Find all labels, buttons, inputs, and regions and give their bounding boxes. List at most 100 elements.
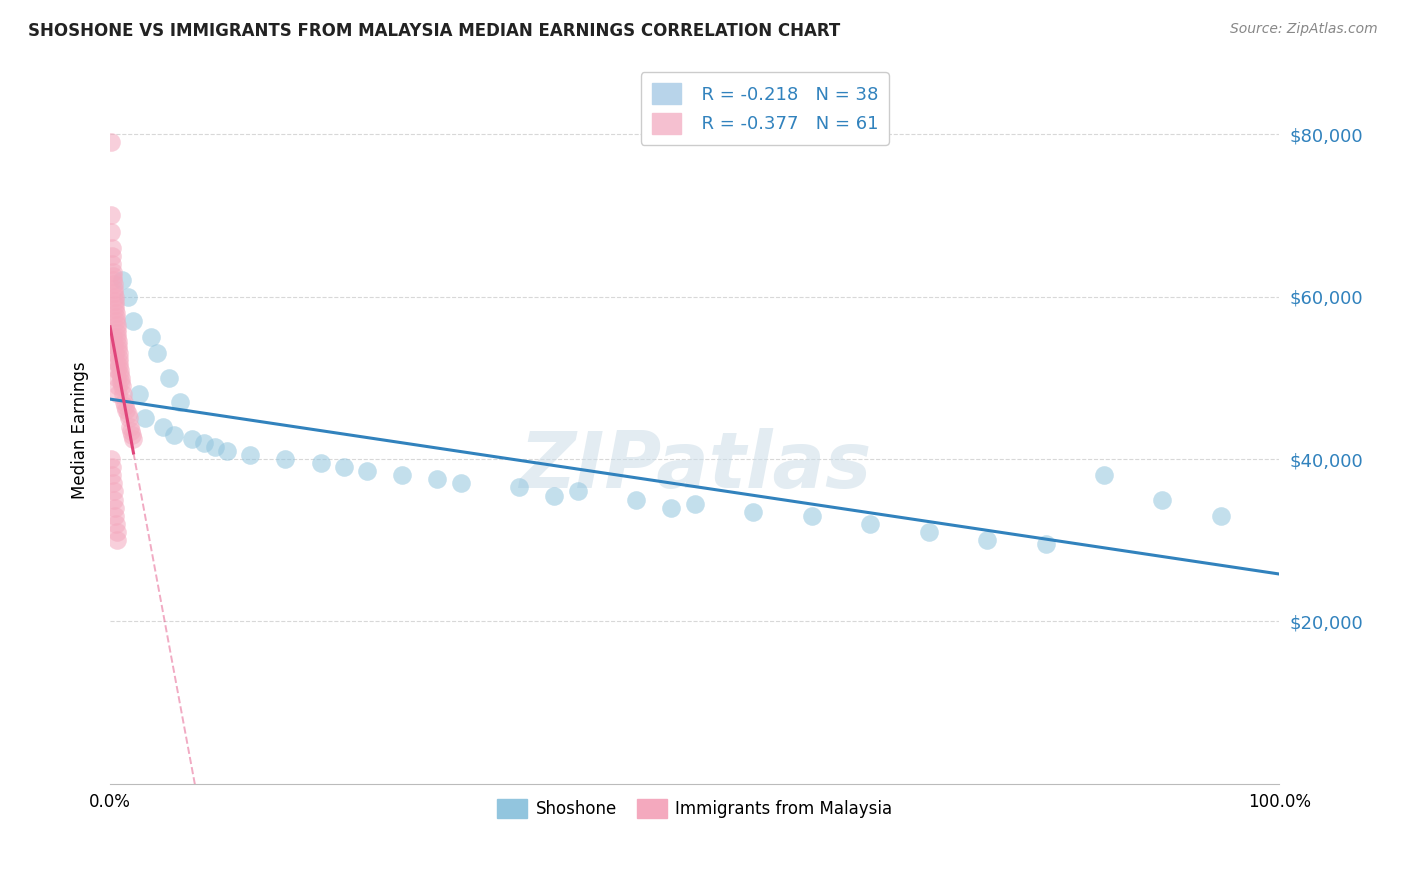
Point bbox=[100, 136, 122, 150]
Point bbox=[157, 371, 180, 385]
Point bbox=[104, 500, 127, 515]
Point bbox=[101, 241, 124, 255]
Text: Source: ZipAtlas.com: Source: ZipAtlas.com bbox=[1230, 22, 1378, 37]
Point bbox=[107, 343, 129, 357]
Point bbox=[101, 460, 124, 475]
Point bbox=[1092, 468, 1115, 483]
Point bbox=[193, 435, 215, 450]
Point bbox=[101, 468, 124, 483]
Point bbox=[104, 298, 127, 312]
Point bbox=[122, 314, 145, 328]
Point bbox=[105, 326, 128, 341]
Point bbox=[107, 387, 129, 401]
Point bbox=[101, 476, 124, 491]
Point bbox=[107, 379, 129, 393]
Point bbox=[105, 318, 128, 332]
Point bbox=[659, 500, 682, 515]
Point bbox=[104, 508, 127, 523]
Point bbox=[204, 440, 226, 454]
Point bbox=[508, 480, 530, 494]
Point bbox=[859, 516, 882, 531]
Point bbox=[104, 306, 127, 320]
Point bbox=[117, 408, 139, 422]
Point bbox=[111, 379, 134, 393]
Point bbox=[108, 359, 131, 373]
Point bbox=[104, 516, 127, 531]
Point bbox=[105, 533, 128, 548]
Point bbox=[333, 460, 356, 475]
Point bbox=[101, 269, 124, 284]
Point bbox=[800, 508, 823, 523]
Legend: Shoshone, Immigrants from Malaysia: Shoshone, Immigrants from Malaysia bbox=[491, 792, 898, 825]
Point bbox=[107, 334, 129, 349]
Point bbox=[1152, 492, 1174, 507]
Point bbox=[181, 432, 204, 446]
Point bbox=[450, 476, 472, 491]
Point bbox=[103, 281, 125, 295]
Point bbox=[567, 484, 589, 499]
Point bbox=[108, 351, 131, 365]
Point bbox=[117, 290, 139, 304]
Point bbox=[114, 399, 136, 413]
Point bbox=[107, 330, 129, 344]
Point bbox=[104, 354, 127, 368]
Point bbox=[101, 249, 124, 263]
Point bbox=[134, 411, 156, 425]
Point bbox=[356, 464, 378, 478]
Text: SHOSHONE VS IMMIGRANTS FROM MALAYSIA MEDIAN EARNINGS CORRELATION CHART: SHOSHONE VS IMMIGRANTS FROM MALAYSIA MED… bbox=[28, 22, 841, 40]
Point bbox=[976, 533, 998, 548]
Point bbox=[215, 443, 238, 458]
Point bbox=[115, 403, 138, 417]
Point bbox=[121, 427, 143, 442]
Point bbox=[169, 395, 191, 409]
Point bbox=[139, 330, 162, 344]
Point bbox=[104, 301, 127, 316]
Point bbox=[128, 387, 150, 401]
Text: ZIPatlas: ZIPatlas bbox=[519, 428, 870, 504]
Point bbox=[626, 492, 648, 507]
Point bbox=[107, 338, 129, 352]
Point bbox=[1209, 508, 1232, 523]
Point bbox=[108, 354, 131, 368]
Point bbox=[105, 371, 128, 385]
Point bbox=[101, 265, 124, 279]
Point bbox=[742, 505, 765, 519]
Point bbox=[112, 395, 135, 409]
Point bbox=[103, 492, 125, 507]
Point bbox=[239, 448, 262, 462]
Point bbox=[101, 330, 124, 344]
Point bbox=[120, 424, 142, 438]
Point bbox=[108, 367, 131, 381]
Point bbox=[100, 225, 122, 239]
Point bbox=[103, 277, 125, 292]
Point bbox=[683, 497, 706, 511]
Point bbox=[1035, 537, 1057, 551]
Point bbox=[105, 362, 128, 376]
Point bbox=[543, 489, 565, 503]
Point bbox=[111, 387, 134, 401]
Point bbox=[103, 484, 125, 499]
Point bbox=[163, 427, 186, 442]
Y-axis label: Median Earnings: Median Earnings bbox=[72, 362, 89, 500]
Point bbox=[309, 456, 332, 470]
Point bbox=[103, 273, 125, 287]
Point bbox=[103, 290, 125, 304]
Point bbox=[426, 472, 449, 486]
Point bbox=[274, 452, 297, 467]
Point bbox=[100, 209, 122, 223]
Point bbox=[105, 524, 128, 539]
Point bbox=[118, 419, 141, 434]
Point bbox=[110, 375, 132, 389]
Point bbox=[152, 419, 174, 434]
Point bbox=[100, 452, 122, 467]
Point bbox=[122, 432, 145, 446]
Point bbox=[105, 322, 128, 336]
Point bbox=[917, 524, 939, 539]
Point bbox=[107, 346, 129, 360]
Point bbox=[104, 346, 127, 360]
Point bbox=[105, 314, 128, 328]
Point bbox=[118, 411, 141, 425]
Point bbox=[391, 468, 413, 483]
Point bbox=[103, 285, 125, 300]
Point bbox=[104, 293, 127, 308]
